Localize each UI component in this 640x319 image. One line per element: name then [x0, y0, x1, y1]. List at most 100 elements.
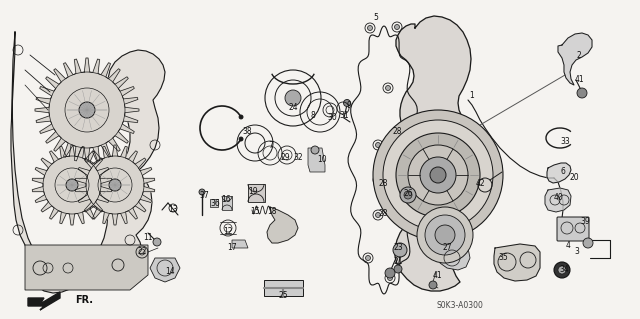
Circle shape: [239, 115, 243, 119]
Polygon shape: [545, 188, 571, 212]
Text: 32: 32: [293, 153, 303, 162]
Text: 33: 33: [560, 137, 570, 145]
Text: 9: 9: [347, 101, 351, 110]
Text: 10: 10: [317, 155, 327, 165]
Circle shape: [400, 187, 416, 203]
Text: 41: 41: [432, 271, 442, 279]
Circle shape: [404, 191, 412, 199]
Polygon shape: [440, 244, 470, 270]
Text: 1: 1: [470, 92, 474, 100]
Circle shape: [393, 243, 407, 257]
Circle shape: [344, 100, 351, 107]
Text: 28: 28: [378, 210, 388, 219]
Text: 28: 28: [392, 127, 402, 136]
Text: 36: 36: [210, 198, 220, 207]
Polygon shape: [494, 244, 540, 281]
Circle shape: [420, 157, 456, 193]
Circle shape: [554, 262, 570, 278]
Text: 40: 40: [554, 194, 564, 203]
Circle shape: [583, 238, 593, 248]
Text: 42: 42: [475, 179, 485, 188]
Text: 13: 13: [168, 205, 178, 214]
Circle shape: [435, 225, 455, 245]
Circle shape: [367, 26, 372, 31]
Polygon shape: [547, 163, 571, 183]
Circle shape: [285, 90, 301, 106]
Text: 29: 29: [280, 152, 290, 161]
Polygon shape: [28, 292, 60, 310]
Text: 14: 14: [165, 266, 175, 276]
Circle shape: [199, 189, 205, 195]
Circle shape: [396, 133, 480, 217]
Circle shape: [365, 256, 371, 261]
Text: S0K3-A0300: S0K3-A0300: [436, 301, 483, 310]
Circle shape: [558, 266, 566, 274]
Polygon shape: [248, 184, 265, 202]
Circle shape: [383, 120, 493, 230]
Text: 22: 22: [137, 248, 147, 256]
Text: 20: 20: [569, 174, 579, 182]
Text: 19: 19: [248, 187, 258, 196]
Text: 15: 15: [250, 207, 260, 217]
Circle shape: [376, 177, 381, 182]
Polygon shape: [32, 145, 112, 225]
Circle shape: [408, 145, 468, 205]
Polygon shape: [150, 258, 180, 282]
Circle shape: [394, 265, 402, 273]
Text: 37: 37: [199, 191, 209, 201]
Polygon shape: [35, 58, 139, 162]
Circle shape: [577, 88, 587, 98]
Circle shape: [387, 276, 392, 280]
Text: 23: 23: [393, 243, 403, 253]
Circle shape: [429, 281, 437, 289]
Text: 28: 28: [378, 179, 388, 188]
Text: 3: 3: [575, 248, 579, 256]
Circle shape: [79, 102, 95, 118]
Text: 11: 11: [143, 234, 153, 242]
Circle shape: [109, 179, 121, 191]
FancyBboxPatch shape: [557, 217, 589, 241]
Text: 7: 7: [269, 140, 273, 150]
Text: 6: 6: [561, 167, 565, 176]
Circle shape: [430, 167, 446, 183]
Text: FR.: FR.: [75, 295, 93, 305]
Text: 4: 4: [566, 241, 570, 249]
Circle shape: [394, 25, 399, 29]
Text: 39: 39: [580, 218, 590, 226]
Polygon shape: [210, 199, 218, 207]
Polygon shape: [232, 240, 248, 248]
Text: 17: 17: [227, 243, 237, 253]
Polygon shape: [11, 32, 165, 293]
Text: 5: 5: [374, 13, 378, 23]
Text: 25: 25: [278, 292, 288, 300]
Text: 31: 31: [339, 112, 349, 121]
Text: 12: 12: [223, 227, 233, 236]
Circle shape: [311, 146, 319, 154]
Text: 38: 38: [242, 127, 252, 136]
Text: 16: 16: [221, 196, 231, 204]
Polygon shape: [264, 280, 303, 296]
Polygon shape: [395, 16, 471, 291]
Polygon shape: [76, 145, 155, 225]
Text: 8: 8: [310, 112, 316, 121]
Polygon shape: [25, 245, 148, 290]
Circle shape: [385, 268, 395, 278]
Circle shape: [385, 85, 390, 91]
Text: 24: 24: [288, 103, 298, 113]
Polygon shape: [267, 207, 298, 243]
Circle shape: [373, 110, 503, 240]
Text: 41: 41: [574, 76, 584, 85]
Circle shape: [376, 212, 381, 218]
Polygon shape: [222, 196, 232, 210]
Circle shape: [376, 143, 381, 147]
Text: 26: 26: [403, 189, 413, 197]
Text: 21: 21: [393, 257, 403, 266]
Polygon shape: [308, 148, 325, 172]
Circle shape: [417, 207, 473, 263]
Circle shape: [153, 238, 161, 246]
Text: 2: 2: [577, 50, 581, 60]
Circle shape: [425, 215, 465, 255]
Circle shape: [239, 137, 243, 141]
Text: 18: 18: [268, 206, 276, 216]
Text: 35: 35: [498, 254, 508, 263]
